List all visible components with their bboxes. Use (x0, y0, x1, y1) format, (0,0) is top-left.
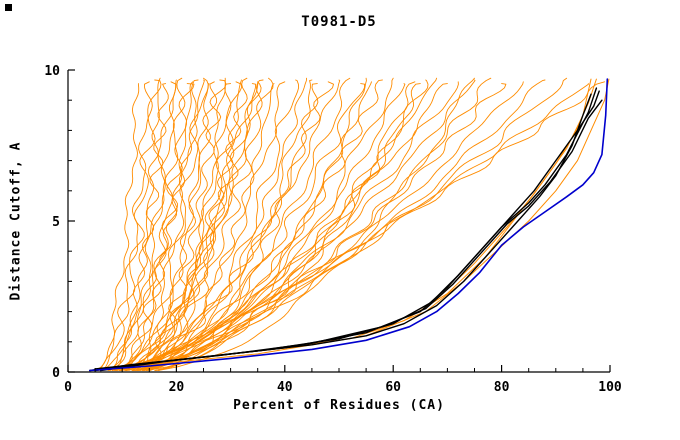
corner-mark (5, 4, 12, 11)
model-curve-black (94, 87, 598, 370)
model-curve-orange (112, 81, 334, 371)
model-curve-orange (126, 77, 274, 371)
model-curve-orange (142, 79, 300, 371)
model-curve-orange (147, 77, 307, 371)
y-tick-label: 10 (44, 64, 60, 79)
model-curve-orange (145, 83, 421, 371)
x-tick-label: 20 (169, 380, 185, 395)
model-curve-orange (132, 81, 218, 371)
x-axis-label: Percent of Residues (CA) (233, 398, 445, 413)
model-curve-orange (125, 79, 476, 371)
model-curve-orange (128, 81, 606, 371)
model-curve-orange (149, 79, 242, 371)
model-curve-orange (118, 77, 186, 371)
model-curve-orange (136, 81, 286, 371)
model-curve-black (99, 90, 600, 372)
model-curve-orange (112, 79, 177, 371)
model-curve-orange (108, 83, 169, 371)
y-tick-label: 5 (52, 215, 60, 230)
model-curve-orange (118, 83, 589, 371)
model-curve-orange (109, 81, 177, 371)
model-curve-orange (107, 77, 161, 371)
model-curve-orange (119, 79, 264, 371)
model-curve-orange (114, 77, 438, 371)
model-curve-orange (131, 79, 313, 371)
model-curve-orange (101, 81, 153, 371)
x-tick-label: 60 (385, 380, 401, 395)
model-curve-orange (115, 79, 341, 371)
model-curve-orange (125, 77, 351, 371)
model-curve-blue (88, 78, 609, 372)
model-curve-orange (155, 79, 429, 371)
y-tick-label: 0 (52, 366, 60, 381)
model-curve-orange (142, 77, 394, 371)
model-curve-orange (124, 83, 366, 371)
model-curve-orange (136, 83, 275, 371)
model-curve-orange (95, 83, 140, 371)
x-tick-label: 80 (494, 380, 510, 395)
chart-title: T0981-D5 (301, 14, 377, 30)
x-tick-label: 0 (64, 380, 72, 395)
model-curve-orange (143, 81, 242, 371)
model-curve-orange (98, 79, 162, 371)
model-curve-orange (101, 79, 205, 371)
model-curve-orange (137, 77, 367, 371)
x-tick-label: 100 (598, 380, 622, 395)
model-curve-orange (139, 81, 524, 371)
model-curve-orange (124, 77, 209, 371)
x-tick-label: 40 (277, 380, 293, 395)
model-curve-orange (119, 81, 259, 371)
model-curve-orange (143, 79, 546, 371)
model-curve-black (88, 99, 603, 372)
model-curve-orange (134, 79, 227, 371)
model-curve-orange (108, 83, 257, 371)
model-curve-orange (131, 81, 262, 371)
model-curve-orange (157, 77, 475, 371)
